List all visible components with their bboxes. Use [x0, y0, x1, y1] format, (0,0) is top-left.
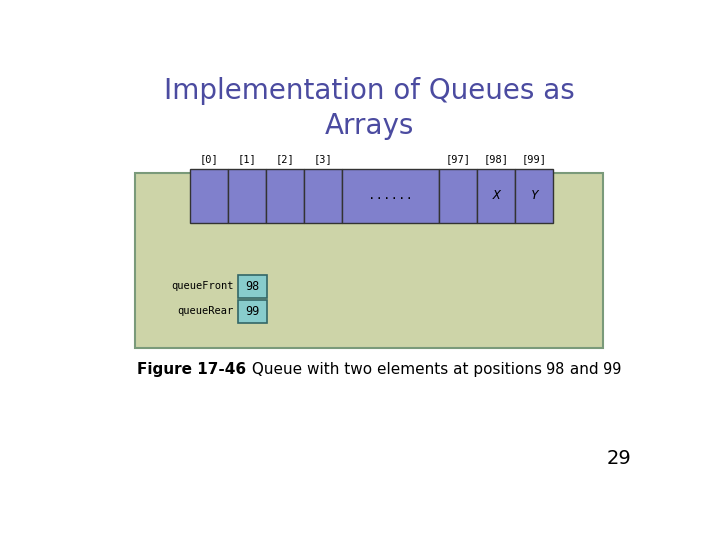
Text: [98]: [98] — [484, 154, 509, 165]
Text: queueFront: queueFront — [171, 281, 233, 291]
Text: Implementation of Queues as
Arrays: Implementation of Queues as Arrays — [163, 77, 575, 140]
Text: [99]: [99] — [522, 154, 546, 165]
Text: 98: 98 — [546, 362, 564, 377]
Text: Queue with two elements at positions: Queue with two elements at positions — [246, 362, 546, 377]
Bar — [342, 168, 439, 223]
Bar — [238, 275, 267, 298]
Text: queueRear: queueRear — [177, 306, 233, 316]
Text: 99: 99 — [603, 362, 621, 377]
Text: Figure 17-46: Figure 17-46 — [138, 362, 246, 377]
Text: [3]: [3] — [314, 154, 333, 165]
Text: [0]: [0] — [200, 154, 219, 165]
Text: Y: Y — [531, 190, 538, 202]
Bar — [439, 168, 477, 223]
Bar — [305, 168, 342, 223]
Text: X: X — [492, 190, 500, 202]
Text: ......: ...... — [368, 190, 413, 202]
Bar — [228, 168, 266, 223]
Text: [97]: [97] — [446, 154, 471, 165]
Bar — [190, 168, 228, 223]
Text: [1]: [1] — [238, 154, 257, 165]
Text: 98: 98 — [246, 280, 259, 293]
Text: [2]: [2] — [276, 154, 294, 165]
Text: 99: 99 — [246, 305, 259, 318]
Bar — [238, 300, 267, 322]
Text: and: and — [564, 362, 603, 377]
Bar — [266, 168, 305, 223]
Bar — [516, 168, 553, 223]
Text: 29: 29 — [606, 449, 631, 468]
Bar — [477, 168, 516, 223]
FancyBboxPatch shape — [135, 173, 603, 348]
